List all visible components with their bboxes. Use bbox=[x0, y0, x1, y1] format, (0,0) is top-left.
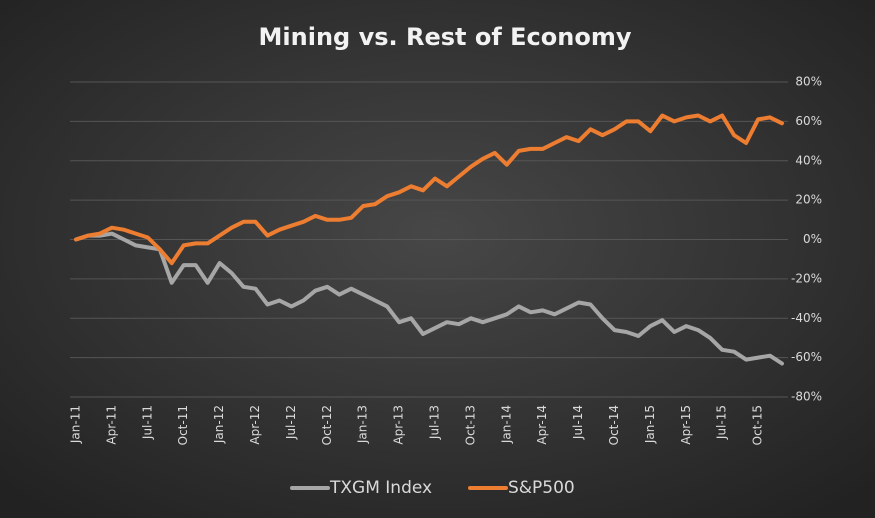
x-tick-label: Apr-15 bbox=[679, 405, 693, 445]
x-tick-label: Oct-11 bbox=[176, 405, 190, 445]
x-tick-label: Apr-13 bbox=[392, 405, 406, 445]
y-tick-label: -20% bbox=[791, 271, 822, 285]
x-tick-label: Oct-14 bbox=[607, 405, 621, 445]
x-tick-label: Jul-11 bbox=[140, 405, 154, 440]
x-tick-label: Oct-13 bbox=[463, 405, 477, 445]
y-tick-label: 80% bbox=[795, 75, 822, 89]
x-tick-label: Jan-12 bbox=[212, 405, 226, 444]
x-tick-label: Oct-12 bbox=[320, 405, 334, 445]
y-tick-label: 0% bbox=[803, 232, 822, 246]
x-tick-label: Jan-11 bbox=[69, 405, 83, 444]
x-tick-label: Apr-11 bbox=[104, 405, 118, 445]
x-tick-label: Jul-12 bbox=[284, 405, 298, 440]
x-tick-label: Apr-14 bbox=[535, 405, 549, 445]
y-tick-label: -40% bbox=[791, 311, 822, 325]
x-tick-label: Apr-12 bbox=[248, 405, 262, 445]
x-tick-label: Jul-14 bbox=[571, 405, 585, 440]
legend-label: TXGM Index bbox=[329, 478, 432, 498]
legend-label: S&P500 bbox=[508, 478, 575, 498]
y-tick-label: -60% bbox=[791, 350, 822, 364]
chart-title: Mining vs. Rest of Economy bbox=[259, 23, 632, 51]
series-line bbox=[74, 231, 784, 366]
y-tick-label: 40% bbox=[795, 153, 822, 167]
y-tick-label: -80% bbox=[791, 390, 822, 404]
x-tick-label: Jul-15 bbox=[715, 405, 729, 440]
y-tick-label: 60% bbox=[795, 114, 822, 128]
y-tick-label: 20% bbox=[795, 193, 822, 207]
x-tick-label: Jul-13 bbox=[427, 405, 441, 440]
series-line bbox=[74, 113, 784, 266]
x-tick-label: Jan-15 bbox=[643, 405, 657, 444]
x-tick-label: Oct-15 bbox=[751, 405, 765, 445]
x-tick-label: Jan-14 bbox=[499, 405, 513, 444]
x-tick-label: Jan-13 bbox=[356, 405, 370, 444]
